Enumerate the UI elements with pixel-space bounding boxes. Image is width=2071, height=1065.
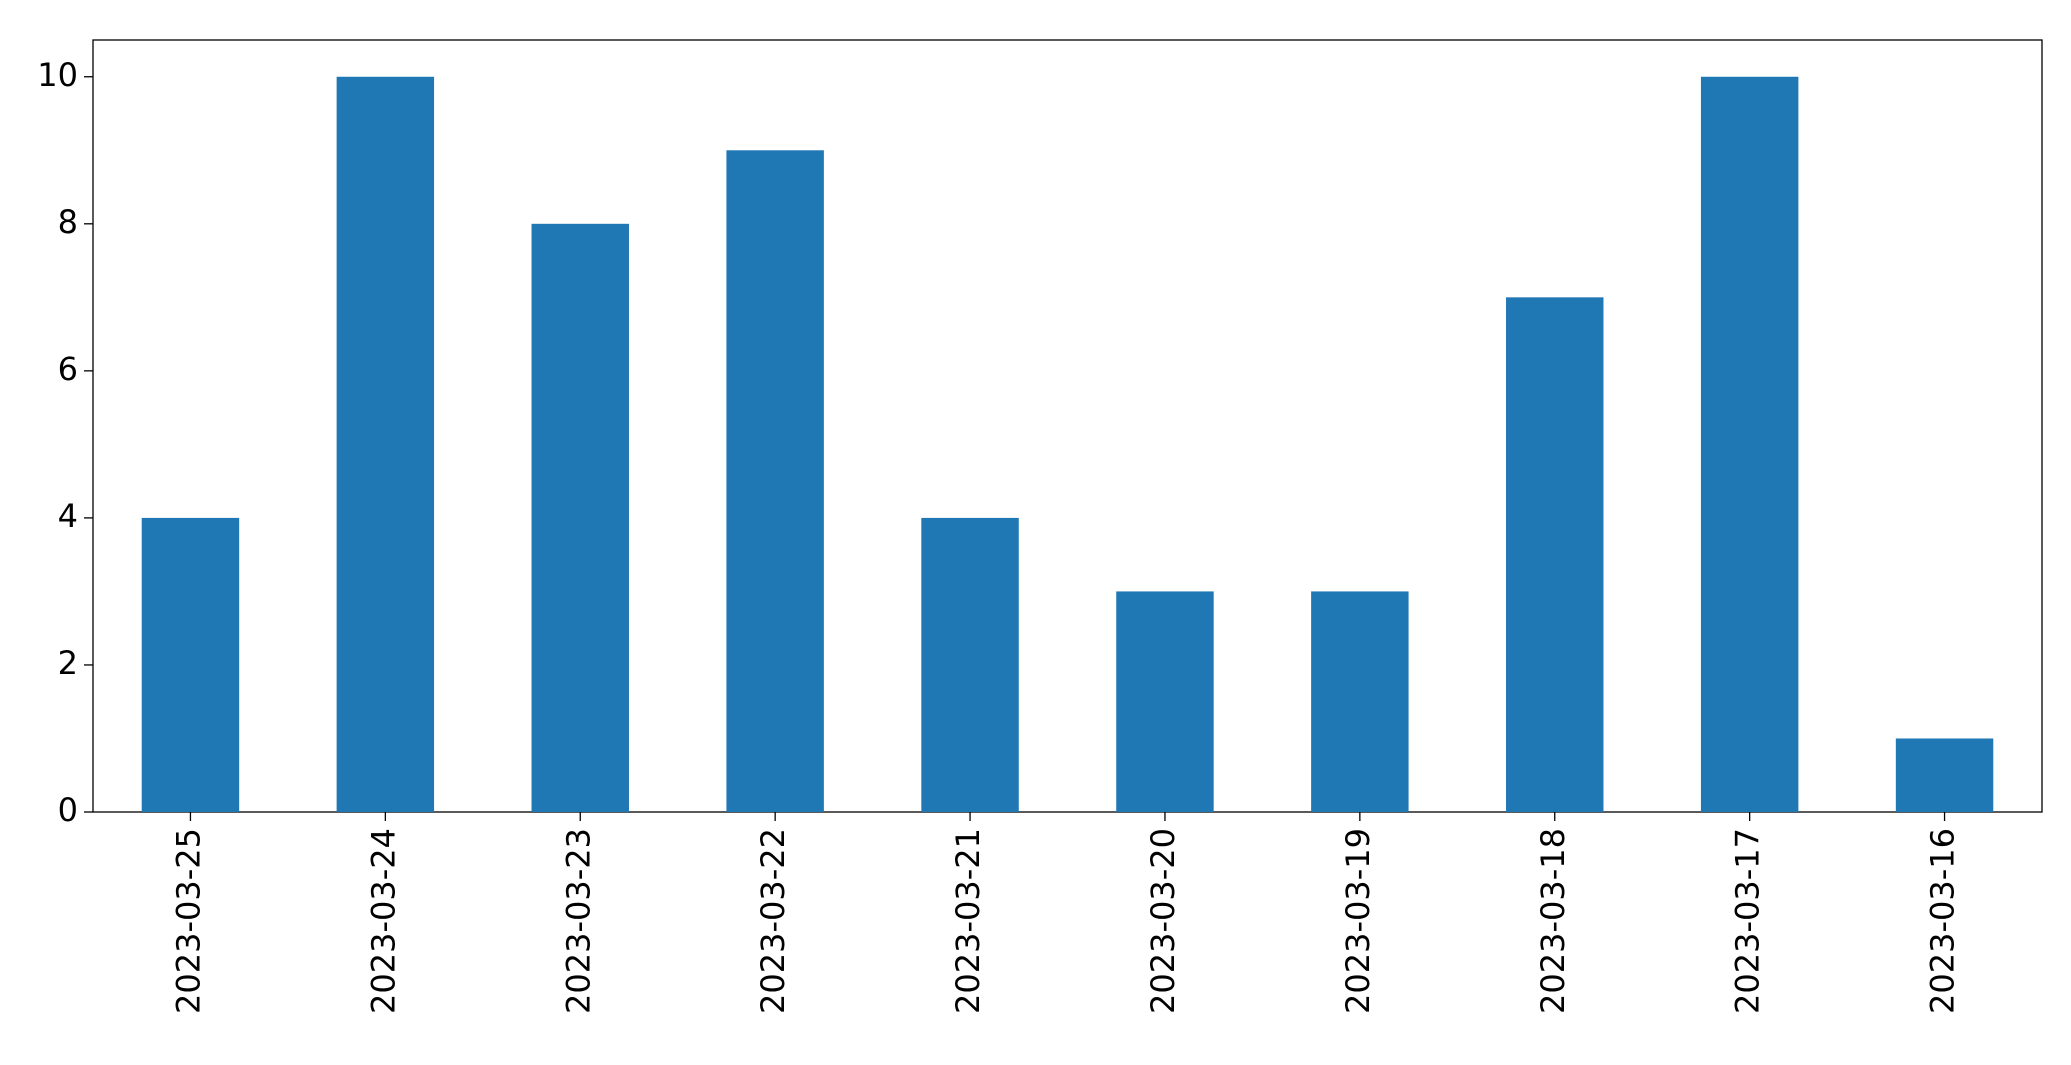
y-tick-label: 2 [58, 644, 78, 682]
bar [726, 150, 824, 813]
x-tick-label: 2023-03-24 [364, 828, 402, 1014]
x-tick-label: 2023-03-16 [1924, 828, 1962, 1014]
y-tick-label: 4 [58, 497, 78, 535]
y-tick-label: 6 [58, 350, 78, 388]
x-tick-label: 2023-03-18 [1534, 828, 1572, 1014]
y-tick-label: 8 [58, 203, 78, 241]
plot-frame [92, 39, 2043, 813]
x-tick-label: 2023-03-20 [1144, 828, 1182, 1014]
x-tick-label: 2023-03-19 [1339, 828, 1377, 1014]
x-tick-label: 2023-03-17 [1729, 828, 1767, 1014]
x-tick-label: 2023-03-25 [169, 828, 207, 1014]
bar [1116, 591, 1214, 812]
x-tick-label: 2023-03-21 [949, 828, 987, 1014]
bar [1311, 591, 1409, 812]
bar [1700, 76, 1799, 812]
y-tick-label: 0 [58, 791, 78, 829]
bar [921, 517, 1019, 812]
x-tick-label: 2023-03-22 [754, 828, 792, 1014]
bar [1506, 297, 1604, 812]
bar [531, 223, 629, 813]
x-tick-label: 2023-03-23 [559, 828, 597, 1014]
y-tick-label: 10 [37, 56, 78, 94]
bar [141, 517, 240, 812]
bar [336, 76, 435, 812]
bar [1895, 738, 1994, 812]
